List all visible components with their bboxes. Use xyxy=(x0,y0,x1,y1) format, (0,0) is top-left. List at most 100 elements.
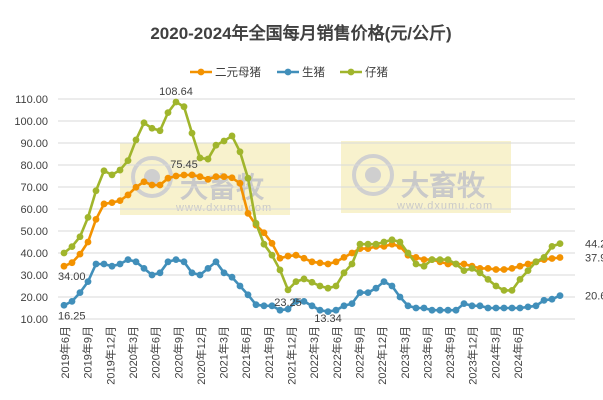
data-point xyxy=(116,166,124,174)
series-lines xyxy=(60,98,564,316)
data-point xyxy=(308,302,316,310)
data-labels: 34.00 16.25 108.64 75.45 23.25 13.34 44.27 37.9… xyxy=(58,86,603,325)
data-point xyxy=(524,267,532,274)
data-point xyxy=(84,278,92,285)
data-point xyxy=(60,301,68,309)
data-point xyxy=(132,136,140,144)
series-1 xyxy=(60,256,564,316)
data-point xyxy=(492,266,500,273)
data-point xyxy=(548,255,556,262)
data-point xyxy=(484,304,492,312)
data-point xyxy=(524,303,532,311)
x-tick-label: 2021年9月 xyxy=(262,326,276,379)
y-tick-label: 50.00 xyxy=(20,226,48,238)
data-point xyxy=(108,262,116,270)
data-point xyxy=(212,173,220,181)
y-tick-label: 70.00 xyxy=(20,182,48,194)
data-point xyxy=(244,291,252,299)
data-point xyxy=(364,240,372,248)
data-point xyxy=(188,269,196,277)
data-point xyxy=(452,306,460,314)
data-point xyxy=(364,289,372,296)
data-label: 20.63 xyxy=(585,291,603,303)
data-point xyxy=(556,254,564,261)
data-point xyxy=(444,256,452,263)
x-axis: 2019年6月 2019年9月 2019年12月 2020年3月 2020年6月 2020… xyxy=(58,326,525,385)
data-point xyxy=(220,173,228,181)
data-point xyxy=(108,171,116,179)
data-point xyxy=(508,265,516,272)
data-point xyxy=(244,210,252,217)
data-point xyxy=(140,119,148,127)
y-tick-label: 40.00 xyxy=(20,248,48,260)
data-point xyxy=(164,258,172,266)
legend-label: 二元母猪 xyxy=(215,66,261,79)
data-point xyxy=(316,306,324,314)
x-tick-label: 2020年9月 xyxy=(171,326,185,379)
data-point xyxy=(156,181,164,189)
data-label: 34.00 xyxy=(58,271,86,283)
data-point xyxy=(396,238,404,246)
data-point xyxy=(228,132,236,140)
data-point xyxy=(420,304,428,312)
data-point xyxy=(68,243,76,251)
data-point xyxy=(348,260,356,268)
data-point xyxy=(420,262,428,270)
data-point xyxy=(172,98,180,106)
data-point xyxy=(332,258,340,266)
data-point xyxy=(428,306,436,314)
data-point xyxy=(436,306,444,314)
x-tick-label: 2020年3月 xyxy=(126,326,140,379)
data-point xyxy=(284,305,292,313)
x-tick-label: 2022年12月 xyxy=(375,326,389,385)
data-point xyxy=(324,308,332,316)
data-label: 75.45 xyxy=(170,159,198,171)
data-point xyxy=(76,233,84,241)
data-point xyxy=(380,238,388,246)
data-point xyxy=(92,215,100,223)
data-point xyxy=(172,256,180,263)
data-point xyxy=(300,298,308,305)
data-point xyxy=(252,219,260,227)
data-point xyxy=(220,137,228,145)
data-point xyxy=(380,278,388,285)
x-tick-label: 2022年3月 xyxy=(307,326,321,379)
y-axis: 10.00 20.00 30.00 40.00 50.00 60.00 70.00 80.00… xyxy=(14,94,48,326)
data-point xyxy=(260,240,268,248)
data-point xyxy=(196,271,204,279)
data-point xyxy=(476,302,484,310)
y-tick-label: 80.00 xyxy=(20,160,48,172)
y-tick-label: 90.00 xyxy=(20,138,48,150)
data-point xyxy=(196,154,204,162)
data-point xyxy=(396,293,404,301)
data-point xyxy=(188,129,196,137)
data-point xyxy=(244,174,252,182)
data-point xyxy=(156,269,164,277)
data-point xyxy=(492,282,500,290)
data-point xyxy=(180,171,188,179)
data-point xyxy=(340,254,348,261)
data-point xyxy=(308,258,316,266)
watermark-logo-icon xyxy=(352,154,394,196)
data-point xyxy=(252,301,260,309)
data-point xyxy=(332,306,340,314)
legend-marker-icon xyxy=(284,68,292,76)
data-point xyxy=(132,258,140,266)
legend-item: 生猪 xyxy=(277,65,325,79)
legend-item: 二元母猪 xyxy=(190,66,261,79)
data-point xyxy=(68,259,76,267)
data-point xyxy=(236,282,244,290)
x-tick-label: 2023年3月 xyxy=(398,326,412,379)
x-tick-label: 2020年6月 xyxy=(149,326,163,379)
data-point xyxy=(236,148,244,156)
data-point xyxy=(124,157,132,165)
data-point xyxy=(476,269,484,277)
x-tick-label: 2020年12月 xyxy=(194,326,208,385)
data-point xyxy=(460,260,468,268)
data-point xyxy=(324,260,332,268)
data-point xyxy=(556,292,564,300)
watermark-url: www.dxumu.com xyxy=(396,200,493,212)
data-point xyxy=(500,287,508,294)
